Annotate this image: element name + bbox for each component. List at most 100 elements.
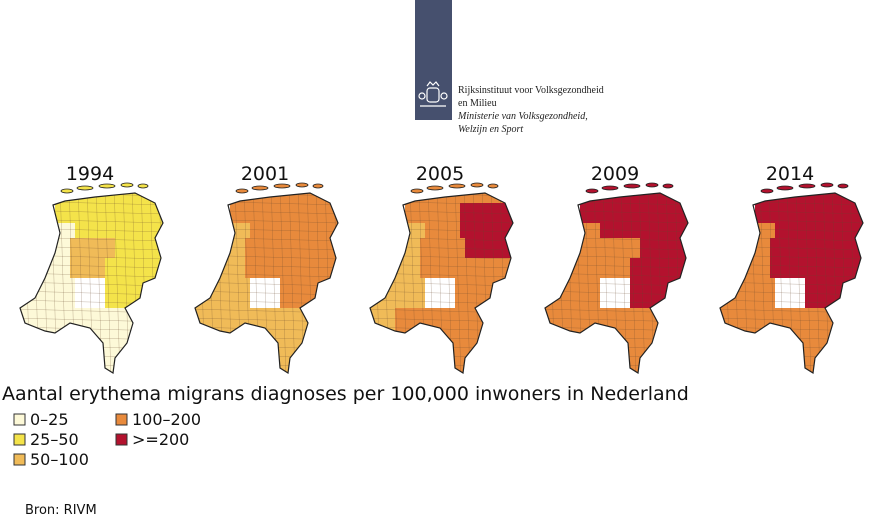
border: [370, 353, 513, 359]
legend-label: 25–50: [30, 430, 79, 449]
island: [662, 183, 674, 189]
border: [20, 335, 163, 341]
border: [104, 193, 112, 373]
island: [251, 185, 269, 191]
map: [369, 182, 514, 375]
border: [20, 290, 163, 296]
border: [683, 193, 688, 373]
border: [720, 353, 863, 359]
map: [194, 182, 339, 375]
border: [804, 193, 812, 373]
border: [545, 362, 688, 368]
region: [460, 203, 513, 263]
region: [635, 203, 688, 263]
maps: 1994 2001 2005 2009 2014: [19, 163, 864, 375]
island: [798, 183, 816, 189]
legend-swatch: [13, 413, 26, 426]
border: [20, 371, 163, 373]
border: [333, 193, 338, 373]
island: [487, 183, 499, 189]
border: [557, 193, 565, 373]
region: [745, 308, 840, 373]
island: [60, 188, 74, 194]
border: [370, 193, 372, 373]
legend-label: 100–200: [132, 410, 201, 429]
outline: [19, 192, 164, 375]
region: [810, 203, 863, 263]
island: [760, 188, 774, 194]
border: [279, 193, 287, 373]
map-regions: [545, 193, 688, 373]
legend-swatch: [13, 453, 26, 466]
border: [195, 344, 338, 350]
region: [220, 308, 315, 373]
border: [508, 193, 513, 373]
border: [629, 193, 637, 373]
logo-text: Welzijn en Sport: [458, 124, 523, 135]
region: [45, 308, 140, 373]
border: [288, 193, 296, 373]
border: [195, 193, 197, 373]
border: [545, 193, 547, 373]
legend-swatch: [13, 433, 26, 446]
border: [195, 335, 338, 341]
border: [720, 371, 863, 373]
island: [837, 183, 849, 189]
island: [645, 182, 659, 188]
border: [813, 193, 821, 373]
border: [548, 193, 556, 373]
coat-of-arms: [418, 81, 448, 107]
border: [370, 335, 513, 341]
border: [720, 193, 722, 373]
border: [720, 290, 863, 296]
island: [98, 183, 116, 189]
border: [720, 193, 863, 197]
island: [820, 182, 834, 188]
border: [370, 362, 513, 368]
island: [137, 183, 149, 189]
island: [601, 185, 619, 191]
border: [195, 353, 338, 359]
island: [623, 183, 641, 189]
border: [113, 193, 121, 373]
border: [720, 362, 863, 368]
region: [570, 308, 665, 373]
map-year: 2014: [766, 163, 814, 185]
island: [273, 183, 291, 189]
border: [195, 290, 338, 296]
border: [858, 193, 863, 373]
border: [32, 193, 40, 373]
island: [76, 185, 94, 191]
border: [198, 193, 206, 373]
island: [448, 183, 466, 189]
border: [370, 344, 513, 350]
map-year: 2009: [591, 163, 639, 185]
border: [370, 290, 513, 296]
border: [545, 344, 688, 350]
island: [312, 183, 324, 189]
island: [470, 182, 484, 188]
border: [545, 335, 688, 341]
logo-band: [415, 0, 452, 120]
border: [638, 193, 646, 373]
map: [719, 182, 864, 375]
border: [463, 193, 471, 373]
border: [732, 193, 740, 373]
legend-swatch: [115, 413, 128, 426]
border: [195, 362, 338, 368]
outline: [719, 192, 864, 375]
legend-label: 50–100: [30, 450, 89, 469]
border: [207, 193, 215, 373]
border: [454, 193, 462, 373]
map: [544, 182, 689, 375]
border: [23, 193, 31, 373]
legend-swatch: [115, 433, 128, 446]
border: [545, 371, 688, 373]
outline: [544, 192, 689, 375]
outline: [369, 192, 514, 375]
map: [19, 182, 164, 375]
border: [720, 335, 863, 341]
border: [20, 344, 163, 350]
border: [720, 344, 863, 350]
